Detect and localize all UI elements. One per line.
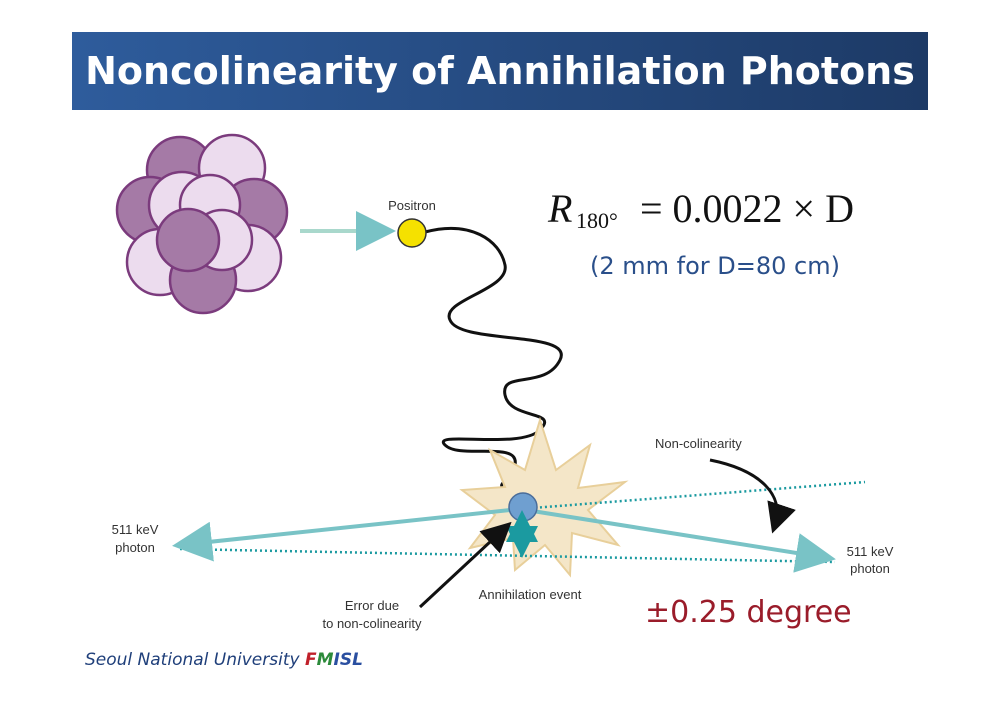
title-bar (72, 32, 928, 110)
logo-letter: M (317, 650, 334, 670)
annihilation-burst (459, 416, 629, 578)
error-label: to non-colinearity (323, 616, 422, 631)
photon-left (172, 507, 521, 562)
footer: Seoul National University FMISL (85, 650, 363, 670)
photon-right (519, 507, 836, 573)
annihilation-point (508, 492, 538, 522)
formula-subscript: 180° (576, 208, 618, 233)
formula-expression: = 0.0022 × D (640, 186, 854, 231)
error-label: Error due (345, 598, 399, 613)
logo-letter: L (352, 650, 363, 670)
angle-value: ±0.25 degree (645, 595, 852, 630)
positron-label: Positron (388, 198, 436, 213)
positron-path (424, 226, 563, 493)
slide-title: Noncolinearity of Annihilation Photons (85, 49, 915, 93)
nucleus (115, 133, 289, 315)
logo-letter: F (305, 650, 317, 670)
formula-symbol: R (547, 186, 572, 231)
logo-letter: S (340, 650, 352, 670)
photon-label: photon (115, 540, 155, 555)
logo-letter: I (334, 650, 340, 670)
photon-label: photon (850, 561, 890, 576)
error-pointer (418, 521, 512, 609)
photon-label: 511 keV (847, 544, 894, 559)
noncolinearity-label: Non-colinearity (655, 436, 742, 451)
colinear-line (179, 547, 836, 564)
event-label: Annihilation event (479, 587, 582, 602)
formula-note: (2 mm for D=80 cm) (590, 252, 840, 280)
footer-text: Seoul National University (85, 650, 300, 670)
photon-label: 511 keV (112, 522, 159, 537)
positron (397, 218, 427, 248)
angle-arrow (709, 458, 796, 534)
